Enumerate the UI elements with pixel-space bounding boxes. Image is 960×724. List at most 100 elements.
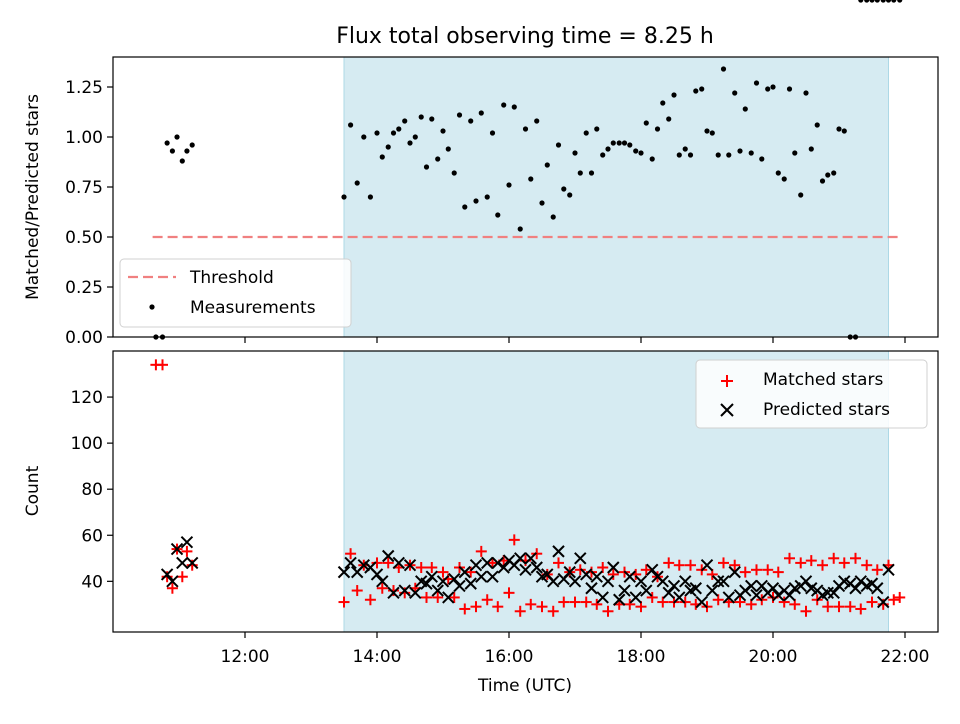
- predicted-star-point: [486, 570, 499, 583]
- predicted-star-point: [469, 558, 483, 572]
- predicted-stars-points: [160, 535, 895, 609]
- top-y-tick-label: 0.25: [65, 278, 103, 298]
- measurement-point: [610, 140, 616, 146]
- measurement-point: [184, 148, 190, 154]
- measurement-point: [462, 204, 468, 210]
- x-tick-label: 12:00: [221, 647, 270, 667]
- predicted-star-point: [646, 563, 659, 577]
- measurement-point: [869, 0, 875, 3]
- measurement-point: [720, 66, 727, 72]
- matched-star-point: [421, 591, 432, 603]
- measurement-point: [654, 126, 661, 132]
- measurement-point: [753, 80, 760, 86]
- matched-star-point: [607, 568, 619, 580]
- matched-star-point: [718, 557, 729, 569]
- top-y-tick-label: 1.00: [65, 128, 103, 148]
- predicted-star-point: [585, 582, 598, 595]
- bottom-x-ticks: 12:00 14:00 16:00 18:00 20:00 22:00: [221, 632, 930, 667]
- measurement-point: [682, 146, 688, 152]
- measurement-point: [792, 150, 798, 156]
- predicted-star-point: [871, 582, 884, 595]
- measurement-point: [621, 140, 628, 146]
- measurement-point: [825, 172, 831, 178]
- measurement-point: [671, 92, 677, 98]
- measurement-point: [379, 154, 385, 160]
- predicted-star-point: [176, 556, 189, 570]
- x-tick-label: 20:00: [749, 647, 798, 667]
- legend-matched-label: Matched stars: [763, 370, 883, 390]
- matched-star-point: [376, 582, 388, 594]
- bottom-y-tick-label: 40: [81, 572, 103, 592]
- measurement-point: [348, 122, 354, 128]
- measurement-point: [660, 100, 666, 106]
- predicted-star-point: [448, 572, 461, 586]
- matched-star-point: [624, 598, 636, 610]
- predicted-star-point: [398, 584, 411, 597]
- x-tick-label: 22:00: [881, 647, 930, 667]
- predicted-star-point: [700, 558, 714, 572]
- measurement-point: [874, 0, 880, 3]
- matched-star-point: [487, 557, 498, 569]
- matched-star-point: [844, 601, 856, 613]
- top-legend: Threshold Measurements: [119, 258, 352, 328]
- matched-star-point: [157, 359, 168, 371]
- measurement-point: [577, 170, 583, 176]
- predicted-star-point: [662, 586, 675, 600]
- matched-star-point: [795, 557, 807, 569]
- matched-star-point: [364, 594, 376, 606]
- measurement-point: [539, 200, 545, 206]
- measurement-point: [765, 86, 771, 92]
- predicted-star-point: [337, 565, 351, 579]
- matched-star-point: [186, 559, 198, 571]
- top-y-tick-label: 0.50: [65, 228, 103, 248]
- top-legend-box: [119, 258, 352, 328]
- predicted-star-point: [623, 570, 636, 583]
- measurement-point: [407, 140, 413, 146]
- matched-star-point: [871, 564, 883, 576]
- measurement-point: [478, 110, 484, 116]
- matched-star-point: [426, 562, 438, 574]
- predicted-star-point: [706, 584, 719, 597]
- matched-star-point: [415, 562, 427, 574]
- legend-measurements-swatch: [149, 304, 155, 310]
- matched-star-point: [784, 552, 795, 564]
- measurement-point: [555, 142, 562, 148]
- matched-star-point: [470, 601, 482, 613]
- predicted-star-point: [574, 552, 587, 565]
- matched-star-point: [345, 548, 357, 560]
- measurement-point: [567, 192, 573, 198]
- predicted-star-point: [667, 579, 681, 593]
- measurement-point: [742, 106, 748, 112]
- measurement-point: [517, 226, 523, 232]
- matched-star-point: [503, 587, 515, 599]
- predicted-star-point: [877, 595, 890, 609]
- matched-star-point: [166, 582, 178, 594]
- predicted-star-point: [679, 575, 692, 588]
- matched-star-point: [371, 557, 383, 569]
- measurement-point: [897, 0, 903, 3]
- predicted-star-point: [552, 545, 565, 558]
- bottom-y-tick-label: 120: [71, 388, 103, 408]
- predicted-star-point: [568, 575, 582, 588]
- measurement-point: [561, 186, 567, 192]
- predicted-star-point: [596, 591, 609, 604]
- measurement-point: [643, 120, 649, 126]
- x-tick-label: 18:00: [617, 647, 666, 667]
- predicted-star-point: [590, 570, 603, 583]
- predicted-star-point: [728, 565, 741, 579]
- matched-star-point: [181, 545, 193, 557]
- measurement-point: [429, 116, 435, 122]
- predicted-star-point: [530, 561, 543, 574]
- measurement-point: [709, 130, 715, 136]
- measurement-point: [748, 150, 754, 156]
- matched-star-point: [850, 552, 861, 564]
- measurement-point: [189, 142, 195, 148]
- predicted-star-point: [695, 595, 708, 609]
- measurement-point: [544, 162, 550, 168]
- measurement-point: [781, 176, 787, 182]
- measurement-point: [451, 170, 457, 176]
- measurement-point: [704, 128, 710, 134]
- measurement-point: [633, 148, 639, 154]
- measurement-point: [616, 140, 622, 146]
- measurement-point: [627, 142, 633, 148]
